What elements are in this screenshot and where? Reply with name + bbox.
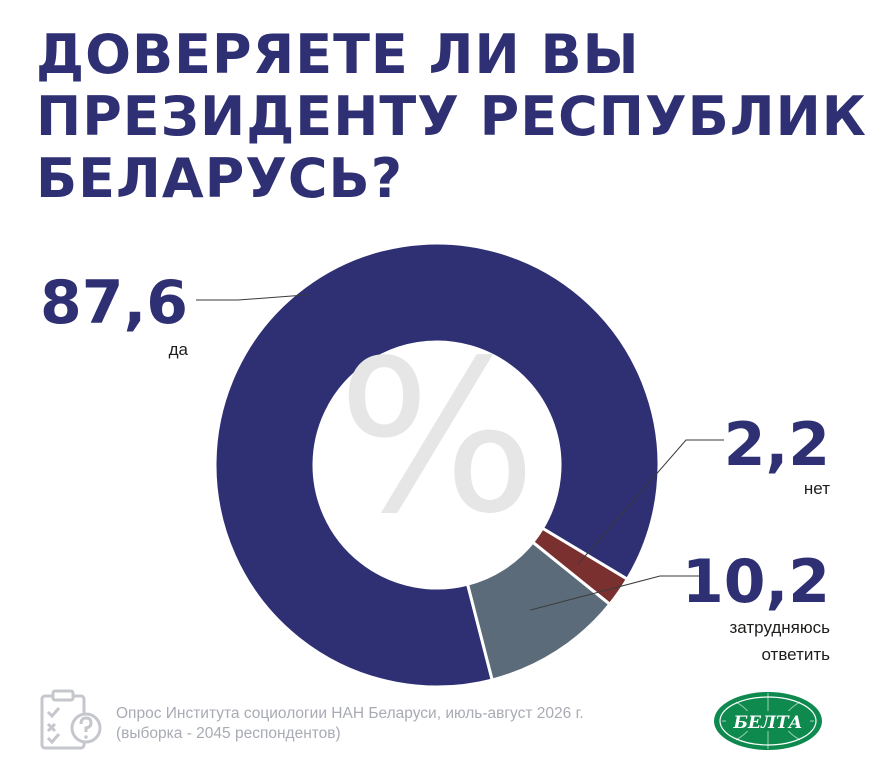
footer: Опрос Института социологии НАН Беларуси,… xyxy=(36,686,856,756)
logo-text: БЕЛТА xyxy=(732,713,802,733)
category-label-2-0: затрудняюсь xyxy=(730,618,831,637)
slice-2 xyxy=(465,540,612,682)
page-title: ДОВЕРЯЕТЕ ЛИ ВЫ ПРЕЗИДЕНТУ РЕСПУБЛИКИ БЕ… xyxy=(36,23,870,210)
category-label-1-0: нет xyxy=(804,479,830,498)
leader-line-0 xyxy=(196,294,310,301)
leader-line-2 xyxy=(530,575,700,611)
category-label-0-0: да xyxy=(169,340,189,359)
survey-source-line-1: Опрос Института социологии НАН Беларуси,… xyxy=(116,705,584,722)
percent-symbol: % xyxy=(337,315,537,560)
value-label-1: 2,2 xyxy=(724,410,830,480)
survey-source-line-2: (выборка - 2045 респондентов) xyxy=(116,725,341,742)
survey-clipboard-icon xyxy=(40,689,102,750)
value-label-2: 10,2 xyxy=(682,547,830,617)
survey-source: Опрос Института социологии НАН Беларуси,… xyxy=(116,704,706,744)
title-line-2: ПРЕЗИДЕНТУ РЕСПУБЛИКИ xyxy=(36,85,870,148)
leader-line-1 xyxy=(578,439,724,565)
title-line-3: БЕЛАРУСЬ? xyxy=(36,147,404,210)
belta-logo: БЕЛТА xyxy=(714,692,822,750)
chart-slices xyxy=(213,241,661,689)
category-label-2-1: ответить xyxy=(761,645,830,664)
title-line-1: ДОВЕРЯЕТЕ ЛИ ВЫ xyxy=(36,23,640,86)
slice-0 xyxy=(213,241,661,689)
value-label-0: 87,6 xyxy=(40,268,188,338)
